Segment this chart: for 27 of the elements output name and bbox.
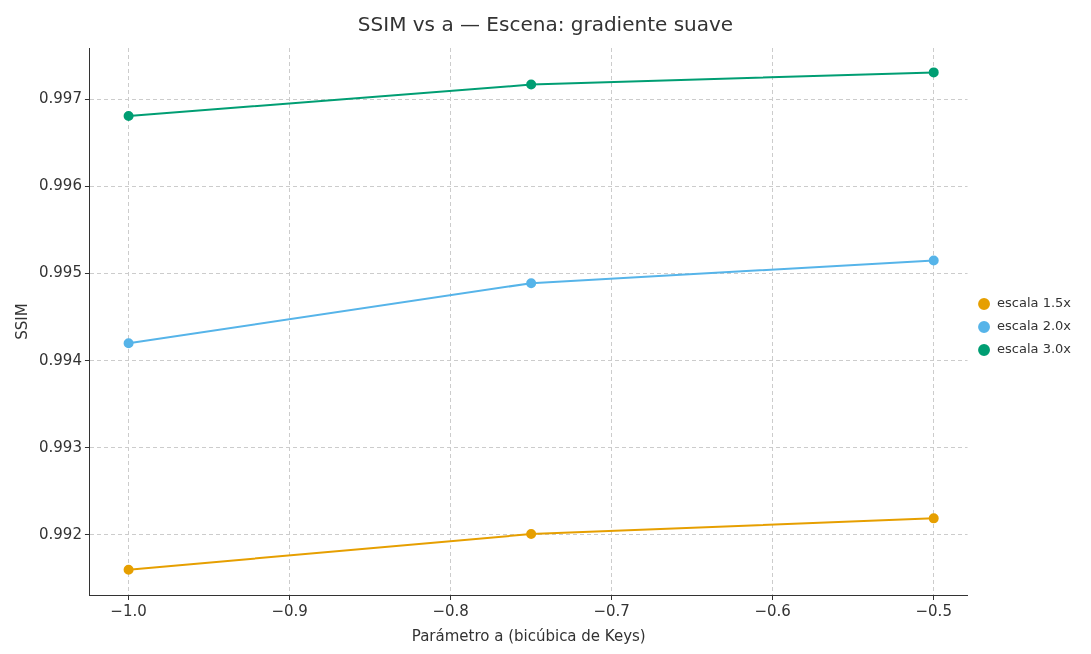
y-tick-label: 0.992 (38, 524, 82, 543)
y-tick-label: 0.996 (38, 176, 82, 195)
point (123, 338, 134, 349)
legend-label: escala 1.5x (997, 295, 1072, 311)
y-axis-title: SSIM (12, 303, 31, 340)
point (526, 278, 537, 289)
y-tick-label: 0.997 (38, 89, 82, 108)
point (526, 79, 537, 90)
point (123, 564, 134, 575)
point (928, 67, 939, 78)
x-tick-label: −0.8 (432, 601, 469, 620)
point (123, 110, 134, 121)
y-tick-label: 0.994 (38, 350, 82, 369)
x-tick-label: −0.6 (754, 601, 791, 620)
x-tick-label: −0.9 (271, 601, 308, 620)
x-axis-title: Parámetro a (bicúbica de Keys) (411, 626, 646, 645)
legend-label: escala 2.0x (997, 318, 1072, 334)
y-tick-label: 0.993 (38, 437, 82, 456)
y-tick-label: 0.995 (38, 263, 82, 282)
point (928, 513, 939, 524)
chart-title: SSIM vs a — Escena: gradiente suave (357, 12, 734, 37)
x-tick-label: −1.0 (110, 601, 147, 620)
x-tick-label: −0.5 (915, 601, 952, 620)
legend-label: escala 3.0x (997, 341, 1072, 357)
point (928, 255, 939, 266)
x-tick-label: −0.7 (593, 601, 630, 620)
point (526, 529, 537, 540)
